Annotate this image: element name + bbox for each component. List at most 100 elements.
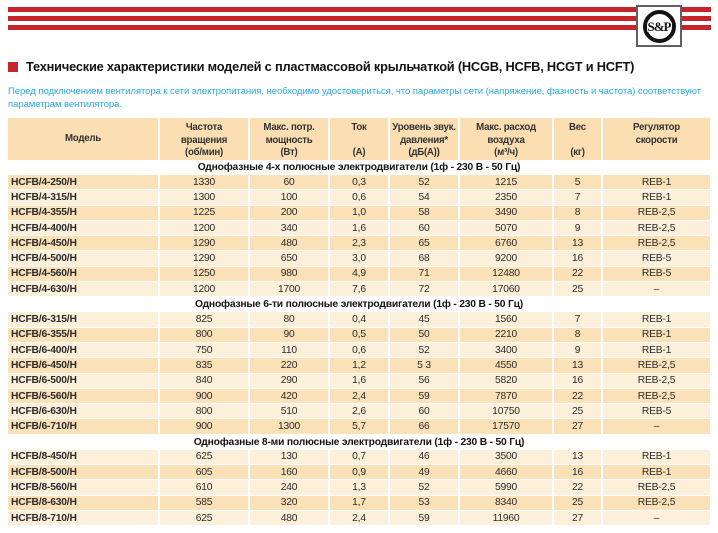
cell-noise: 60 xyxy=(390,220,460,236)
table-row: HCFB/8-500/H 605 160 0,9 49 4660 16 REB-1 xyxy=(8,465,710,481)
cell-noise: 52 xyxy=(390,175,460,190)
cell-airflow: 5820 xyxy=(460,373,554,388)
column-header-line: Макс. потр. xyxy=(263,122,315,133)
cell-rpm: 625 xyxy=(160,510,250,526)
cell-airflow: 3490 xyxy=(460,205,554,220)
cell-noise: 60 xyxy=(390,404,460,419)
cell-weight: 7 xyxy=(554,312,603,327)
cell-current: 2,4 xyxy=(330,388,390,404)
cell-model: HCFB/4-630/H xyxy=(8,282,160,297)
cell-power: 980 xyxy=(250,266,330,282)
column-header-line: Вес xyxy=(569,122,586,133)
cell-rpm: 1200 xyxy=(160,282,250,297)
spec-table: Модель Частота вращения (об/мин) Макс. потр.… xyxy=(8,118,710,527)
table-row: HCFB/8-560/H 610 240 1,3 52 5990 22 REB-2,5 xyxy=(8,480,710,496)
cell-rpm: 750 xyxy=(160,342,250,358)
column-header-line: давления* xyxy=(400,134,448,146)
cell-airflow: 3500 xyxy=(460,449,554,465)
cell-airflow: 2210 xyxy=(460,327,554,342)
cell-power: 1700 xyxy=(250,282,330,297)
cell-model: HCFB/4-400/H xyxy=(8,220,160,236)
red-stripe xyxy=(8,16,711,21)
cell-noise: 58 xyxy=(390,205,460,220)
cell-controller: REB-1 xyxy=(641,329,672,341)
cell-airflow: 6760 xyxy=(460,236,554,251)
cell-rpm: 1290 xyxy=(160,236,250,251)
cell-current: 0,5 xyxy=(330,327,390,342)
table-row: HCFB/6-315/H 825 80 0,4 45 1560 7 REB-1 xyxy=(8,312,710,328)
cell-controller: REB-2,5 xyxy=(637,359,676,371)
cell-noise: 72 xyxy=(390,282,460,297)
column-header-line: вращения xyxy=(180,134,228,146)
column-header-line: скорости xyxy=(635,134,678,146)
cell-weight: 9 xyxy=(554,220,603,236)
sp-logo: S&P xyxy=(636,5,682,47)
cell-airflow: 1215 xyxy=(460,175,554,190)
cell-rpm: 605 xyxy=(160,465,250,480)
cell-current: 0,6 xyxy=(330,342,390,358)
cell-current: 1,7 xyxy=(330,495,390,510)
cell-power: 340 xyxy=(250,220,330,236)
cell-airflow: 9200 xyxy=(460,251,554,266)
cell-weight: 13 xyxy=(554,358,603,373)
column-header-line xyxy=(554,135,601,148)
cell-weight: 25 xyxy=(554,495,603,510)
red-stripe xyxy=(8,7,711,12)
table-body: Однофазные 4-х полюсные электродвигатели… xyxy=(8,160,710,527)
table-header-row: Модель Частота вращения (об/мин) Макс. потр.… xyxy=(8,118,710,160)
cell-current: 0,6 xyxy=(330,190,390,205)
cell-airflow: 4660 xyxy=(460,465,554,480)
cell-controller: REB-2,5 xyxy=(637,222,676,234)
cell-airflow: 17570 xyxy=(460,419,554,434)
table-row: HCFB/4-500/H 1290 650 3,0 68 9200 16 REB-5 xyxy=(8,251,710,267)
column-header-line: (кг) xyxy=(570,147,585,158)
cell-power: 240 xyxy=(250,480,330,495)
cell-model: HCFB/6-630/H xyxy=(8,404,160,419)
cell-model: HCFB/6-355/H xyxy=(8,327,160,342)
table-row: HCFB/6-500/H 840 290 1,6 56 5820 16 REB-2,5 xyxy=(8,373,710,389)
cell-current: 2,4 xyxy=(330,510,390,526)
cell-weight: 16 xyxy=(554,251,603,266)
cell-airflow: 10750 xyxy=(460,404,554,419)
cell-rpm: 800 xyxy=(160,404,250,419)
cell-current: 7,6 xyxy=(330,282,390,297)
cell-airflow: 11960 xyxy=(460,510,554,526)
cell-weight: 16 xyxy=(554,465,603,480)
table-row: HCFB/6-710/H 900 1300 5,7 66 17570 27 – xyxy=(8,419,710,435)
cell-power: 480 xyxy=(250,510,330,526)
cell-model: HCFB/8-560/H xyxy=(8,480,160,495)
cell-power: 1300 xyxy=(250,419,330,434)
cell-controller: REB-5 xyxy=(641,405,672,417)
cell-controller: REB-2,5 xyxy=(637,481,676,493)
cell-controller: REB-2,5 xyxy=(637,390,676,402)
cell-power: 480 xyxy=(250,236,330,251)
sp-logo-text: S&P xyxy=(647,18,672,34)
cell-weight: 22 xyxy=(554,388,603,404)
column-header-rpm: Частота вращения (об/мин) xyxy=(160,118,250,160)
cell-weight: 8 xyxy=(554,327,603,342)
cell-noise: 54 xyxy=(390,190,460,205)
cell-rpm: 1330 xyxy=(160,175,250,190)
table-row: HCFB/6-630/H 800 510 2,6 60 10750 25 REB-5 xyxy=(8,404,710,420)
cell-current: 1,3 xyxy=(330,480,390,495)
cell-rpm: 900 xyxy=(160,419,250,434)
cell-model: HCFB/4-560/H xyxy=(8,266,160,282)
cell-current: 1,6 xyxy=(330,373,390,388)
column-header-line: воздуха xyxy=(487,134,525,146)
table-row: HCFB/6-355/H 800 90 0,5 50 2210 8 REB-1 xyxy=(8,327,710,343)
cell-current: 2,3 xyxy=(330,236,390,251)
cell-weight: 25 xyxy=(554,404,603,419)
cell-power: 420 xyxy=(250,388,330,404)
cell-controller: REB-1 xyxy=(641,314,672,326)
cell-weight: 13 xyxy=(554,236,603,251)
cell-model: HCFB/4-315/H xyxy=(8,190,160,205)
column-header-noise: Уровень звук. давления* (дБ(А)) xyxy=(390,118,460,160)
cell-controller: REB-2,5 xyxy=(637,375,676,387)
cell-current: 0,7 xyxy=(330,449,390,465)
cell-model: HCFB/6-315/H xyxy=(8,312,160,327)
cell-rpm: 585 xyxy=(160,495,250,510)
table-row: HCFB/6-560/H 900 420 2,4 59 7870 22 REB-2,5 xyxy=(8,388,710,405)
column-header-line xyxy=(330,135,388,148)
cell-current: 4,9 xyxy=(330,266,390,282)
cell-power: 110 xyxy=(250,342,330,358)
